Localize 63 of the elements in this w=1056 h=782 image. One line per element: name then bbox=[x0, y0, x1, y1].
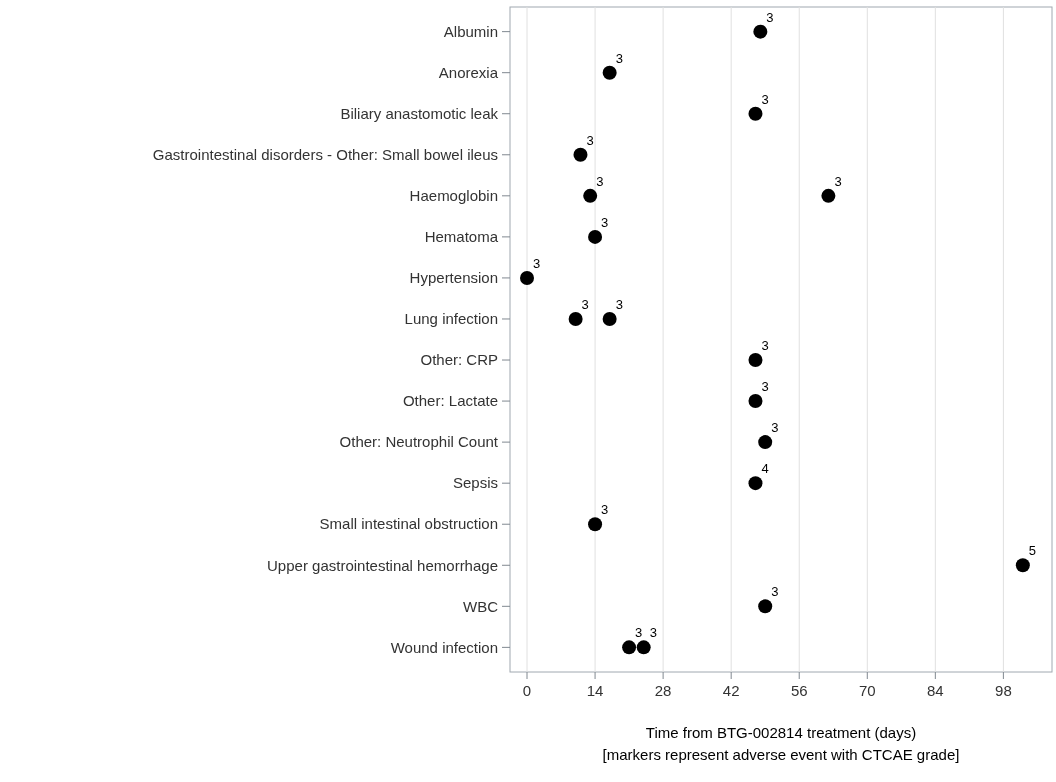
y-tick-label: Other: Neutrophil Count bbox=[339, 433, 499, 451]
x-tick-label: 42 bbox=[722, 682, 740, 699]
annotation: 3 bbox=[761, 338, 769, 354]
annotation: 3 bbox=[615, 50, 623, 66]
x-tick-label: 56 bbox=[790, 682, 808, 699]
annotation: 3 bbox=[581, 296, 589, 312]
x-tick-label: 84 bbox=[926, 682, 944, 699]
annotation: 3 bbox=[771, 584, 779, 600]
y-tick-label: Haemoglobin bbox=[409, 187, 498, 205]
point bbox=[748, 106, 763, 121]
annotation: 3 bbox=[635, 625, 643, 641]
annotation: 4 bbox=[761, 461, 769, 477]
point bbox=[588, 517, 603, 532]
x-axis-title: Time from BTG-002814 treatment (days) [markers represent adverse event with CTCAE grade] bbox=[602, 724, 960, 763]
annotation: 3 bbox=[834, 173, 842, 189]
y-tick-label: Lung infection bbox=[404, 310, 498, 328]
annotation: 3 bbox=[586, 132, 594, 148]
annotation: 3 bbox=[601, 502, 609, 518]
point bbox=[758, 599, 773, 614]
point bbox=[748, 394, 763, 409]
point bbox=[588, 229, 603, 244]
point bbox=[568, 311, 583, 326]
x-tick-label: 14 bbox=[586, 682, 604, 699]
point bbox=[753, 24, 768, 39]
point bbox=[821, 188, 836, 203]
point bbox=[1015, 558, 1030, 573]
y-tick-label: Albumin bbox=[443, 22, 498, 40]
x-tick-label: 0 bbox=[522, 682, 532, 699]
point bbox=[748, 476, 763, 491]
point bbox=[573, 147, 588, 162]
annotation: 3 bbox=[601, 214, 609, 230]
y-tick-label: WBC bbox=[463, 597, 499, 615]
y-tick-label: Hypertension bbox=[409, 269, 498, 287]
annotation: 3 bbox=[771, 420, 779, 436]
y-tick-label: Wound infection bbox=[390, 638, 498, 656]
y-tick-label: Small intestinal obstruction bbox=[319, 515, 498, 533]
annotation: 3 bbox=[761, 91, 769, 107]
y-tick-label: Gastrointestinal disorders - Other: Small bowel ileus bbox=[152, 146, 498, 164]
point bbox=[602, 311, 617, 326]
point bbox=[758, 435, 773, 450]
point bbox=[583, 188, 598, 203]
y-tick-label: Other: Lactate bbox=[402, 392, 498, 410]
annotation: 3 bbox=[533, 255, 541, 271]
y-tick-label: Sepsis bbox=[452, 474, 498, 492]
annotation: 3 bbox=[596, 173, 604, 189]
y-tick-label: Upper gastrointestinal hemorrhage bbox=[267, 556, 498, 574]
y-tick-label: Anorexia bbox=[438, 63, 499, 81]
annotation: 3 bbox=[649, 625, 657, 641]
point bbox=[636, 640, 651, 655]
point bbox=[602, 65, 617, 80]
annotation: 3 bbox=[761, 379, 769, 395]
x-tick-label: 98 bbox=[995, 682, 1012, 699]
y-tick-label: Hematoma bbox=[424, 228, 499, 246]
point bbox=[520, 270, 535, 285]
y-tick-label: Biliary anastomotic leak bbox=[340, 104, 499, 122]
y-tick-label: Other: CRP bbox=[420, 351, 498, 369]
annotation: 3 bbox=[766, 9, 774, 25]
x-tick-label: 70 bbox=[858, 682, 876, 699]
point bbox=[748, 353, 763, 368]
annotation: 3 bbox=[615, 296, 623, 312]
point bbox=[622, 640, 637, 655]
x-tick-label: 28 bbox=[654, 682, 672, 699]
annotation: 5 bbox=[1028, 543, 1037, 559]
